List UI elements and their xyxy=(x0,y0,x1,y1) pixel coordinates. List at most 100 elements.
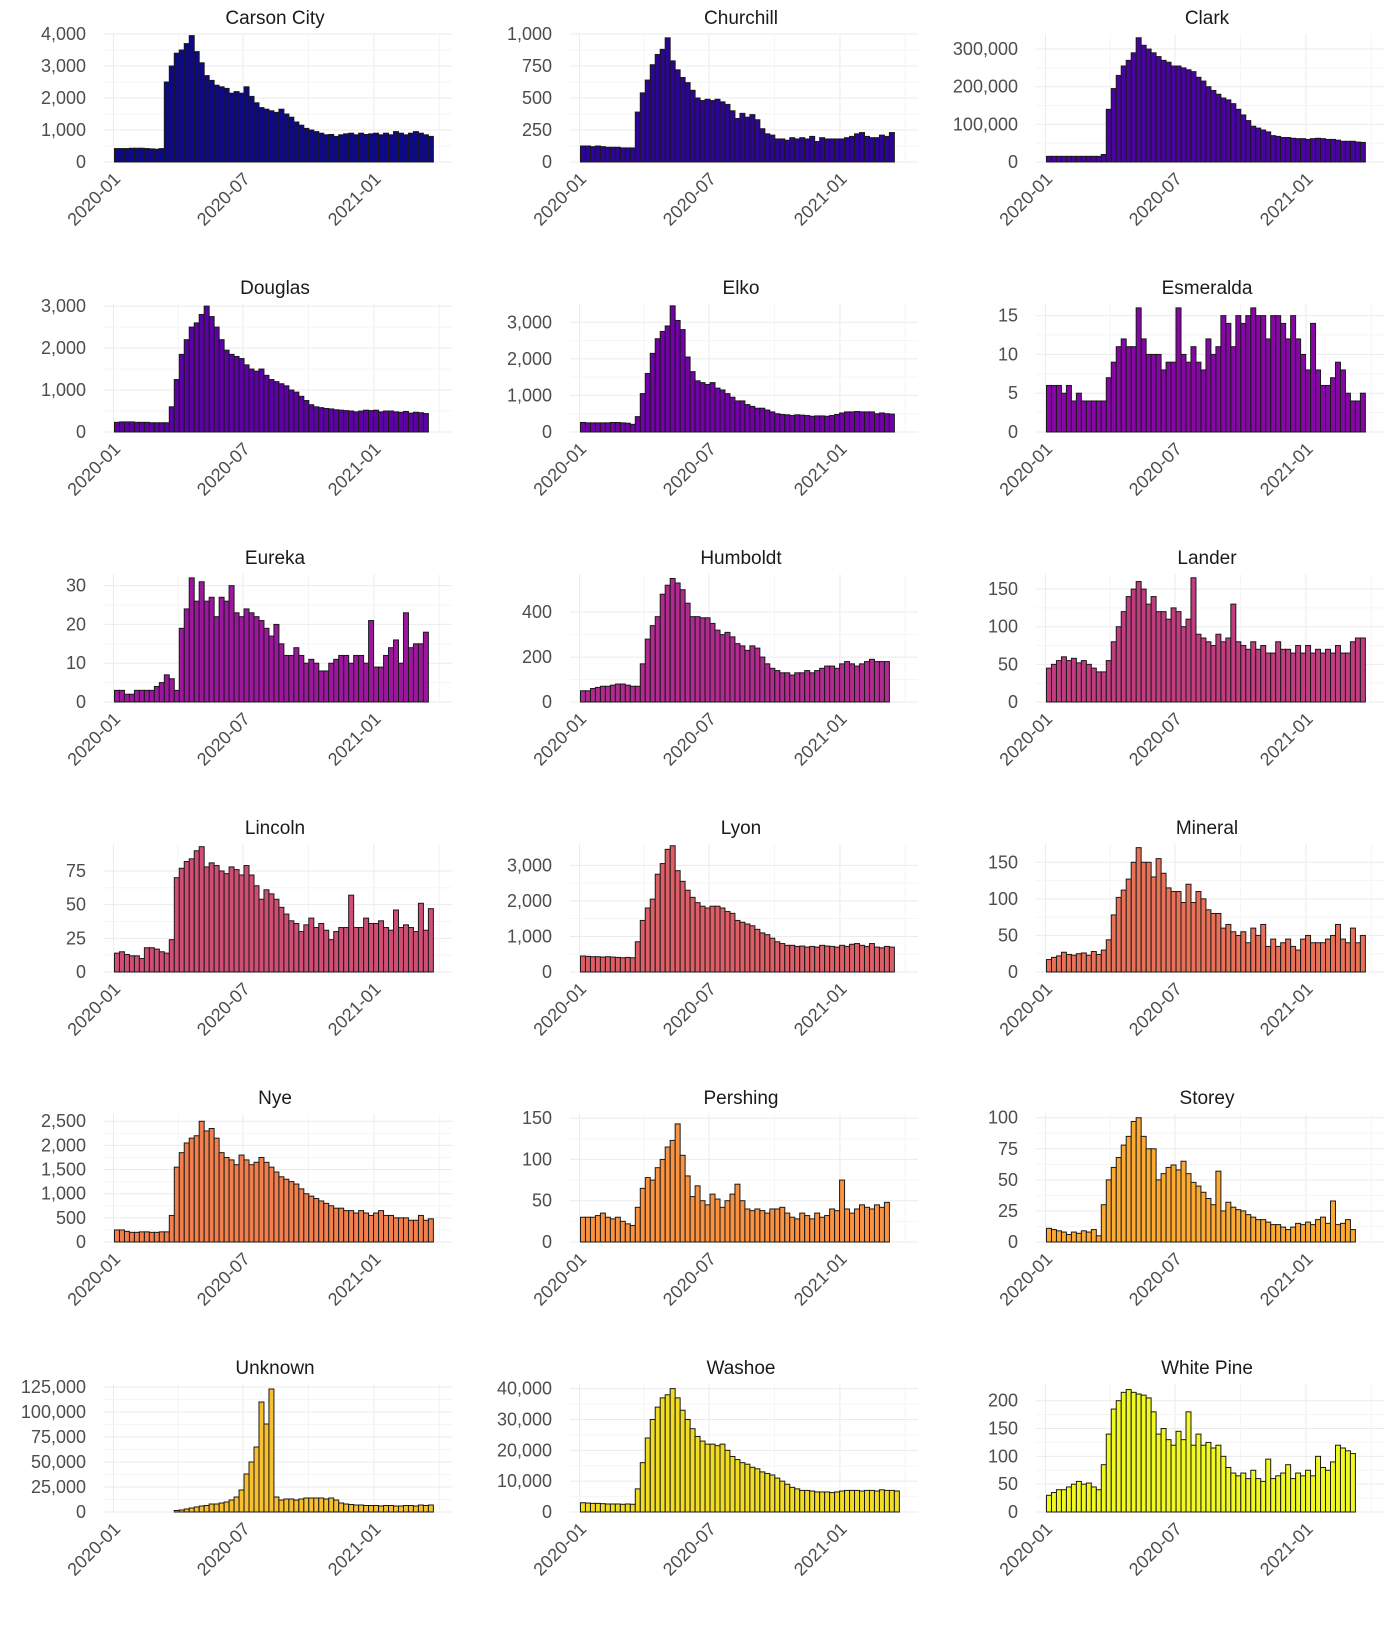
bar xyxy=(258,368,265,433)
bar xyxy=(614,1503,621,1513)
bar xyxy=(378,411,385,433)
bar xyxy=(594,1502,601,1513)
bar xyxy=(804,415,811,433)
bar xyxy=(363,133,370,163)
bar-series xyxy=(113,305,429,433)
bar xyxy=(1090,1229,1097,1243)
bar xyxy=(128,1231,135,1243)
bar xyxy=(589,1502,596,1513)
bar xyxy=(223,1156,230,1243)
x-tick-label: 2020-07 xyxy=(659,709,720,770)
bar xyxy=(263,627,270,703)
bar xyxy=(1120,65,1127,163)
bar xyxy=(1210,645,1217,703)
bar xyxy=(208,862,215,973)
bar xyxy=(1060,656,1067,703)
bar xyxy=(809,672,816,703)
bar xyxy=(113,1229,120,1243)
bar xyxy=(193,850,200,973)
chart-svg: 0 25 50 75 100 2020-01 2020-07 2021-01 Storey xyxy=(988,1088,1384,1310)
bar xyxy=(348,132,355,163)
bar xyxy=(233,1496,240,1513)
bar xyxy=(1359,934,1366,973)
bar xyxy=(113,421,120,433)
bar xyxy=(1120,1144,1127,1243)
bar xyxy=(268,635,275,703)
bar xyxy=(1310,1475,1317,1513)
bar xyxy=(1250,307,1257,433)
bar xyxy=(168,939,175,973)
bar xyxy=(278,643,285,703)
bar xyxy=(729,1193,736,1243)
bar xyxy=(1260,1480,1267,1513)
bar xyxy=(368,1505,375,1513)
bar xyxy=(604,1503,611,1513)
x-tick-label: 2020-07 xyxy=(659,1519,720,1580)
panel-esmeralda: 0 5 10 15 2020-01 2020-07 2021-01 Esmeralda xyxy=(932,270,1398,540)
bar xyxy=(1155,353,1162,433)
bar xyxy=(223,349,230,433)
bar xyxy=(794,138,801,163)
bar xyxy=(883,413,890,433)
bar xyxy=(422,1505,429,1513)
bar xyxy=(293,1499,300,1513)
grid-lines xyxy=(104,1384,452,1513)
bar xyxy=(629,1224,636,1243)
y-tick-label: 10 xyxy=(998,344,1018,364)
bar xyxy=(397,1505,404,1513)
bar xyxy=(868,411,875,433)
x-tick-label: 2020-07 xyxy=(659,169,720,230)
bar xyxy=(1105,660,1112,703)
bar xyxy=(669,1139,676,1243)
bar xyxy=(1140,861,1147,973)
bar xyxy=(749,925,756,973)
bar xyxy=(1250,927,1257,973)
bar xyxy=(168,406,175,433)
bar xyxy=(1275,135,1282,163)
bar xyxy=(1245,942,1252,973)
x-tick-label: 2020-07 xyxy=(193,709,254,770)
bar xyxy=(1055,660,1062,703)
bar xyxy=(118,421,125,433)
bar xyxy=(238,1154,245,1243)
bar xyxy=(383,132,390,163)
bar xyxy=(412,131,419,163)
bar xyxy=(1055,384,1062,433)
bar xyxy=(859,1490,865,1513)
bar xyxy=(422,134,429,163)
y-tick-label: 0 xyxy=(542,962,552,982)
bar xyxy=(719,389,726,433)
bar xyxy=(427,1504,434,1513)
bar xyxy=(774,413,781,433)
panel-douglas: 0 1,000 2,000 3,000 2020-01 2020-07 2021-01 Dou… xyxy=(0,270,466,540)
bar xyxy=(804,670,811,703)
bar xyxy=(213,865,220,973)
bar xyxy=(854,411,861,433)
bar xyxy=(1290,945,1297,973)
bar xyxy=(1250,1216,1257,1243)
bar xyxy=(1305,1221,1312,1243)
bar xyxy=(863,945,870,973)
bar xyxy=(1070,954,1077,973)
bar xyxy=(393,131,399,163)
y-tick-label: 1,000 xyxy=(507,926,552,946)
bar xyxy=(594,145,601,163)
bar xyxy=(599,1503,606,1513)
bar xyxy=(1065,155,1072,163)
bar xyxy=(243,1159,250,1243)
bar xyxy=(789,944,796,973)
bar xyxy=(624,956,631,973)
bar-series xyxy=(1045,1389,1356,1513)
bar xyxy=(143,947,150,973)
bar xyxy=(1055,1230,1062,1243)
panel-title: Mineral xyxy=(1176,818,1238,839)
bar xyxy=(1150,876,1157,973)
bar-series xyxy=(1045,307,1366,433)
bar xyxy=(819,944,826,973)
bar xyxy=(714,98,721,163)
panel-title: Lyon xyxy=(721,818,762,839)
bar xyxy=(639,1187,646,1243)
bar xyxy=(308,917,315,973)
bar xyxy=(373,922,380,973)
bar xyxy=(684,1175,691,1243)
